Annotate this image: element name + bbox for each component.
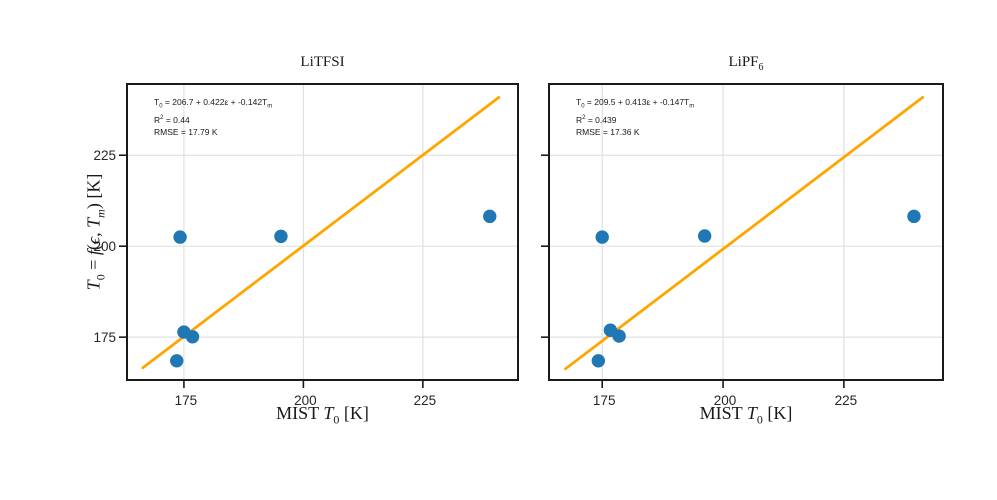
- data-point: [170, 354, 184, 368]
- data-point: [591, 354, 606, 368]
- fit-annotation-litfsi: T0 = 206.7 + 0.422ε + -0.142Tm R2 = 0.44…: [154, 97, 272, 138]
- fit-line: [141, 95, 501, 370]
- scatter-canvas-lipf6: [541, 85, 942, 388]
- x-tick-label: 225: [413, 393, 437, 408]
- fit-annotation-lipf6: T0 = 209.5 + 0.413ε + -0.147Tm R2 = 0.43…: [576, 97, 694, 138]
- annotation-r2: R2 = 0.439: [576, 115, 617, 126]
- fit-line: [564, 95, 925, 371]
- data-point: [173, 230, 187, 244]
- x-tick-label: 175: [174, 393, 198, 408]
- plot-title-lipf6: LiPF6: [728, 54, 764, 73]
- data-point: [612, 329, 626, 343]
- annotation-rmse: RMSE = 17.36 K: [576, 126, 640, 137]
- y-axis-label: T0 = f(ϵ, Tm) [K]: [83, 173, 108, 291]
- plot-area-litfsi: T0 = 206.7 + 0.422ε + -0.142Tm R2 = 0.44…: [93, 83, 519, 408]
- data-point: [595, 230, 609, 244]
- plot-area-lipf6: T0 = 209.5 + 0.413ε + -0.147Tm R2 = 0.43…: [541, 83, 944, 408]
- data-point: [274, 229, 288, 244]
- annotation-rmse: RMSE = 17.79 K: [154, 126, 218, 137]
- x-axis-label-lipf6: MIST T0 [K]: [699, 403, 793, 427]
- scatter-canvas-litfsi: [119, 85, 517, 388]
- x-axis-label-litfsi: MIST T0 [K]: [276, 403, 369, 427]
- data-point: [185, 330, 200, 344]
- data-point: [697, 229, 712, 243]
- annotation-r2: R2 = 0.44: [154, 115, 190, 126]
- data-point: [483, 209, 497, 224]
- x-tick-label: 200: [713, 393, 737, 408]
- y-tick-label: 200: [93, 239, 116, 255]
- y-tick-label: 225: [93, 148, 116, 164]
- x-tick-label: 175: [592, 393, 616, 408]
- y-tick-label: 175: [93, 330, 116, 346]
- annotation-equation: T0 = 209.5 + 0.413ε + -0.147Tm: [576, 97, 695, 110]
- x-tick-label: 225: [834, 393, 858, 408]
- annotation-equation: T0 = 206.7 + 0.422ε + -0.142Tm: [154, 97, 273, 110]
- x-tick-label: 200: [294, 393, 317, 408]
- data-point: [907, 209, 921, 224]
- plot-title-litfsi: LiTFSI: [300, 54, 345, 70]
